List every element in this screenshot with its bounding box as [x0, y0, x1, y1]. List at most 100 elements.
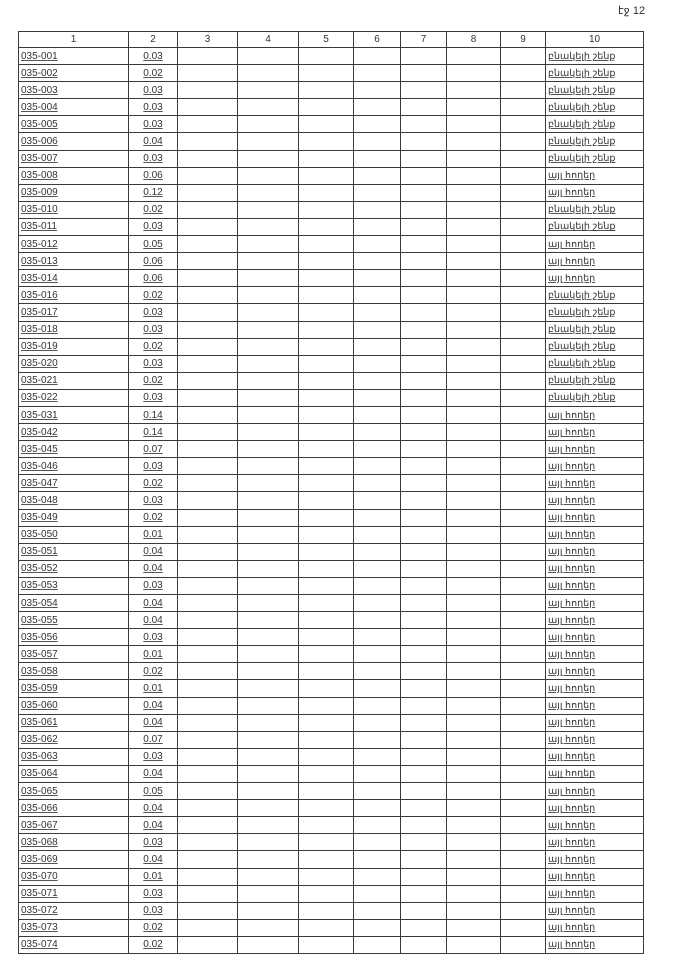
table-row: 035-067 0.04 այլ հողեր [18, 816, 644, 835]
empty-cell [298, 696, 354, 715]
empty-cell [237, 491, 299, 510]
land-use: այլ հողեր [545, 645, 644, 664]
area-value: 0.06 [128, 269, 178, 288]
empty-cell [237, 764, 299, 784]
empty-cell [353, 935, 401, 954]
empty-cell [298, 235, 354, 254]
empty-cell [446, 388, 501, 407]
empty-cell [500, 611, 546, 630]
table-row: 035-048 0.03 այլ հողեր [18, 491, 644, 510]
empty-cell [298, 628, 354, 647]
empty-cell [177, 303, 238, 322]
area-value: 0.04 [128, 764, 178, 784]
table-row: 035-057 0.01 այլ հողեր [18, 645, 644, 664]
empty-cell [500, 252, 546, 271]
table-row: 035-060 0.04 այլ հողեր [18, 696, 644, 715]
empty-cell [500, 918, 546, 937]
parcel-code: 035-014 [18, 269, 129, 288]
empty-cell [400, 405, 447, 425]
empty-cell [177, 747, 238, 766]
area-value: 0.03 [128, 491, 178, 510]
empty-cell [400, 679, 447, 698]
empty-cell [237, 440, 299, 459]
area-value: 0.03 [128, 576, 178, 596]
land-use: այլ հողեր [545, 576, 644, 596]
table-row: 035-018 0.03 բնակելի շենք [18, 320, 644, 339]
empty-cell [400, 149, 447, 168]
parcel-code: 035-057 [18, 645, 129, 664]
empty-cell [500, 782, 546, 801]
table-row: 035-070 0.01 այլ հողեր [18, 867, 644, 886]
empty-cell [177, 46, 238, 66]
empty-cell [298, 217, 354, 237]
parcel-code: 035-009 [18, 183, 129, 202]
empty-cell [177, 679, 238, 698]
empty-cell [298, 98, 354, 117]
empty-cell [353, 508, 401, 527]
land-use: այլ հողեր [545, 764, 644, 784]
empty-cell [353, 730, 401, 749]
empty-cell [500, 833, 546, 852]
empty-cell [500, 679, 546, 698]
land-use: այլ հողեր [545, 440, 644, 459]
table-row: 035-021 0.02 բնակելի շենք [18, 371, 644, 390]
empty-cell [237, 628, 299, 647]
land-use: բնակելի շենք [545, 200, 644, 219]
table-row: 035-010 0.02 բնակելի շենք [18, 200, 644, 219]
empty-cell [177, 918, 238, 937]
table-row: 035-059 0.01 այլ հողեր [18, 679, 644, 698]
empty-cell [353, 713, 401, 732]
empty-cell [237, 645, 299, 664]
empty-cell [298, 337, 354, 356]
column-header-2: 2 [128, 31, 178, 48]
empty-cell [446, 354, 501, 373]
empty-cell [500, 645, 546, 664]
empty-cell [353, 559, 401, 578]
empty-cell [177, 713, 238, 732]
area-value: 0.04 [128, 132, 178, 151]
parcel-code: 035-058 [18, 662, 129, 681]
empty-cell [237, 371, 299, 390]
empty-cell [400, 252, 447, 271]
land-use: այլ հողեր [545, 457, 644, 476]
parcel-code: 035-019 [18, 337, 129, 356]
area-value: 0.03 [128, 46, 178, 66]
table-row: 035-020 0.03 բնակելի շենք [18, 354, 644, 373]
empty-cell [400, 388, 447, 407]
empty-cell [298, 183, 354, 202]
parcel-code: 035-047 [18, 474, 129, 493]
empty-cell [237, 405, 299, 425]
empty-cell [400, 303, 447, 322]
empty-cell [446, 491, 501, 510]
empty-cell [237, 884, 299, 903]
parcel-code: 035-004 [18, 98, 129, 117]
empty-cell [500, 730, 546, 749]
area-value: 0.02 [128, 508, 178, 527]
land-use: բնակելի շենք [545, 64, 644, 83]
empty-cell [353, 918, 401, 937]
empty-cell [353, 833, 401, 852]
table-row: 035-016 0.02 բնակելի շենք [18, 286, 644, 305]
land-use: այլ հողեր [545, 183, 644, 202]
empty-cell [353, 593, 401, 613]
land-use: այլ հողեր [545, 730, 644, 749]
empty-cell [298, 491, 354, 510]
empty-cell [298, 286, 354, 305]
empty-cell [298, 901, 354, 920]
empty-cell [237, 713, 299, 732]
empty-cell [446, 764, 501, 784]
empty-cell [446, 457, 501, 476]
empty-cell [298, 252, 354, 271]
column-header-7: 7 [400, 31, 447, 48]
empty-cell [400, 867, 447, 886]
parcel-code: 035-052 [18, 559, 129, 578]
empty-cell [237, 81, 299, 100]
empty-cell [353, 440, 401, 459]
table-row: 035-050 0.01 այլ հողեր [18, 525, 644, 544]
empty-cell [446, 713, 501, 732]
empty-cell [298, 679, 354, 698]
parcel-code: 035-018 [18, 320, 129, 339]
parcel-code: 035-016 [18, 286, 129, 305]
table-row: 035-071 0.03 այլ հողեր [18, 884, 644, 903]
empty-cell [298, 918, 354, 937]
